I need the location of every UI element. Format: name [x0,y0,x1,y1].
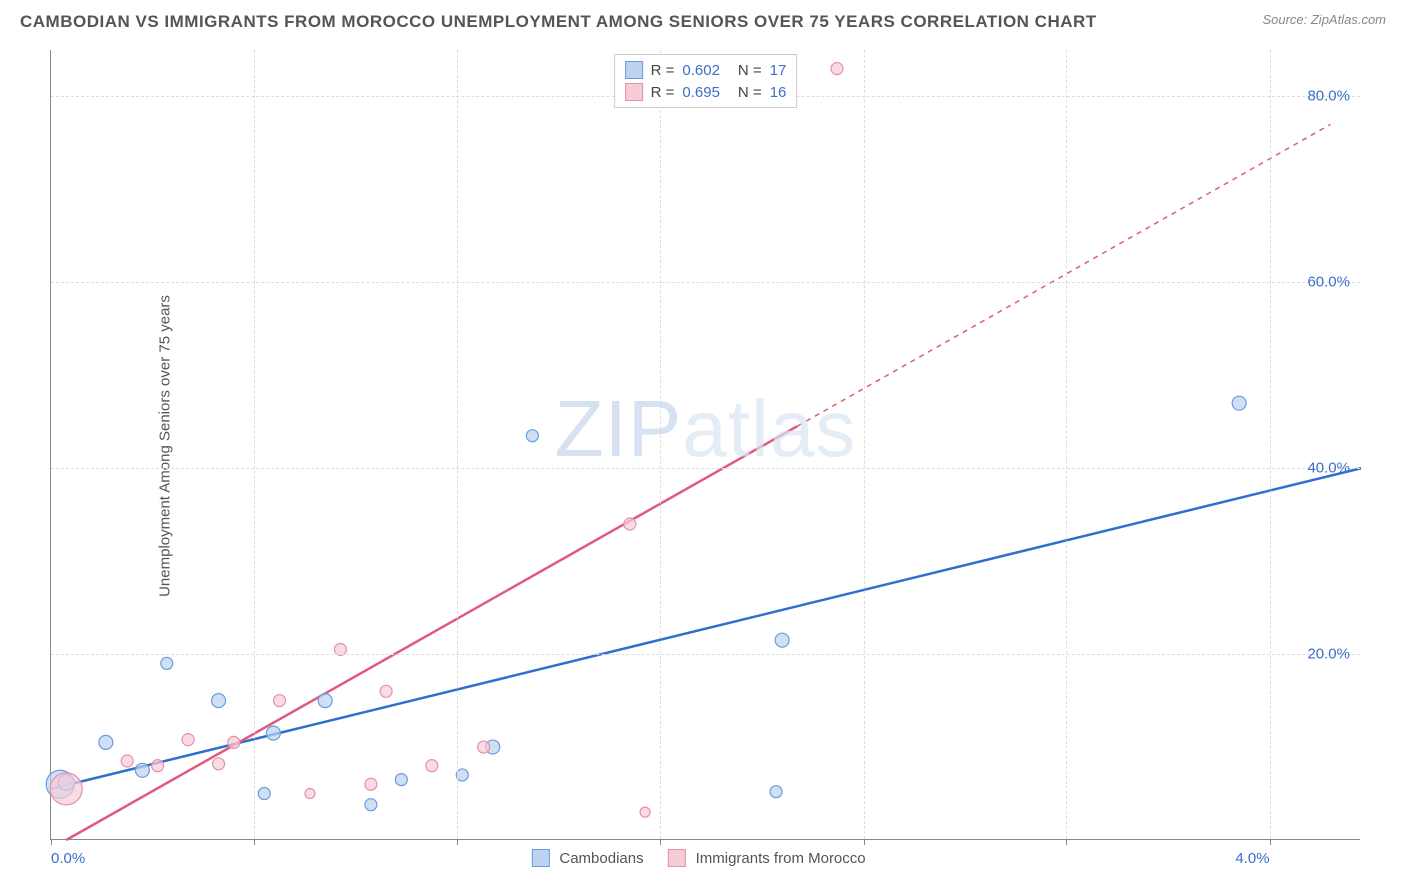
data-point [99,735,113,749]
y-tick-label: 60.0% [1307,274,1350,291]
gridline-v [864,50,865,839]
data-point [258,788,270,800]
trend-line-dash [797,124,1330,426]
data-point [365,778,377,790]
data-point [426,760,438,772]
data-point [135,763,149,777]
data-point [50,773,82,805]
gridline-v [457,50,458,839]
legend-row: R = 0.602 N = 17 [625,59,787,81]
legend-r-value: 0.695 [682,84,720,101]
chart-svg [51,50,1360,839]
data-point [212,694,226,708]
legend-row: R = 0.695 N = 16 [625,81,787,103]
data-point [318,694,332,708]
gridline-h [51,468,1360,469]
gridline-v [254,50,255,839]
legend-n-value: 17 [770,62,787,79]
trend-line [51,468,1361,789]
data-point [152,760,164,772]
data-point [395,774,407,786]
x-tick-mark [1270,839,1271,845]
data-point [182,734,194,746]
data-point [266,726,280,740]
y-tick-label: 20.0% [1307,646,1350,663]
x-tick-mark [864,839,865,845]
gridline-h [51,282,1360,283]
x-tick-mark [1066,839,1067,845]
legend-swatch [668,849,686,867]
data-point [365,799,377,811]
gridline-v [1066,50,1067,839]
x-tick-mark [254,839,255,845]
gridline-v [1270,50,1271,839]
legend-r-value: 0.602 [682,62,720,79]
x-tick-label: 4.0% [1235,850,1269,867]
data-point [775,633,789,647]
y-tick-label: 80.0% [1307,88,1350,105]
y-tick-label: 40.0% [1307,460,1350,477]
data-point [228,736,240,748]
x-tick-mark [660,839,661,845]
x-tick-mark [51,839,52,845]
legend-n-value: 16 [770,84,787,101]
data-point [121,755,133,767]
data-point [526,430,538,442]
chart-title: CAMBODIAN VS IMMIGRANTS FROM MOROCCO UNE… [20,12,1097,32]
data-point [770,786,782,798]
gridline-h [51,654,1360,655]
legend-r-label: R = [651,84,675,101]
legend-r-label: R = [651,62,675,79]
data-point [380,685,392,697]
plot-area: ZIPatlas R =0.602N =17R =0.695N =16 Camb… [50,50,1360,840]
legend-label: Cambodians [559,850,643,867]
data-point [161,657,173,669]
source-label: Source: ZipAtlas.com [1262,12,1386,27]
data-point [478,741,490,753]
legend-label: Immigrants from Morocco [696,850,866,867]
legend-n-label: N = [738,84,762,101]
data-point [1232,396,1246,410]
correlation-legend: R = 0.602 N = 17 R = 0.695 N = 16 [614,54,798,108]
series-legend: Cambodians Immigrants from Morocco [531,849,879,867]
x-tick-label: 0.0% [51,850,85,867]
gridline-v [660,50,661,839]
data-point [624,518,636,530]
data-point [305,789,315,799]
legend-swatch [625,83,643,101]
legend-swatch [531,849,549,867]
x-tick-mark [457,839,458,845]
data-point [273,695,285,707]
data-point [213,758,225,770]
legend-swatch [625,61,643,79]
legend-n-label: N = [738,62,762,79]
data-point [831,63,843,75]
data-point [640,807,650,817]
